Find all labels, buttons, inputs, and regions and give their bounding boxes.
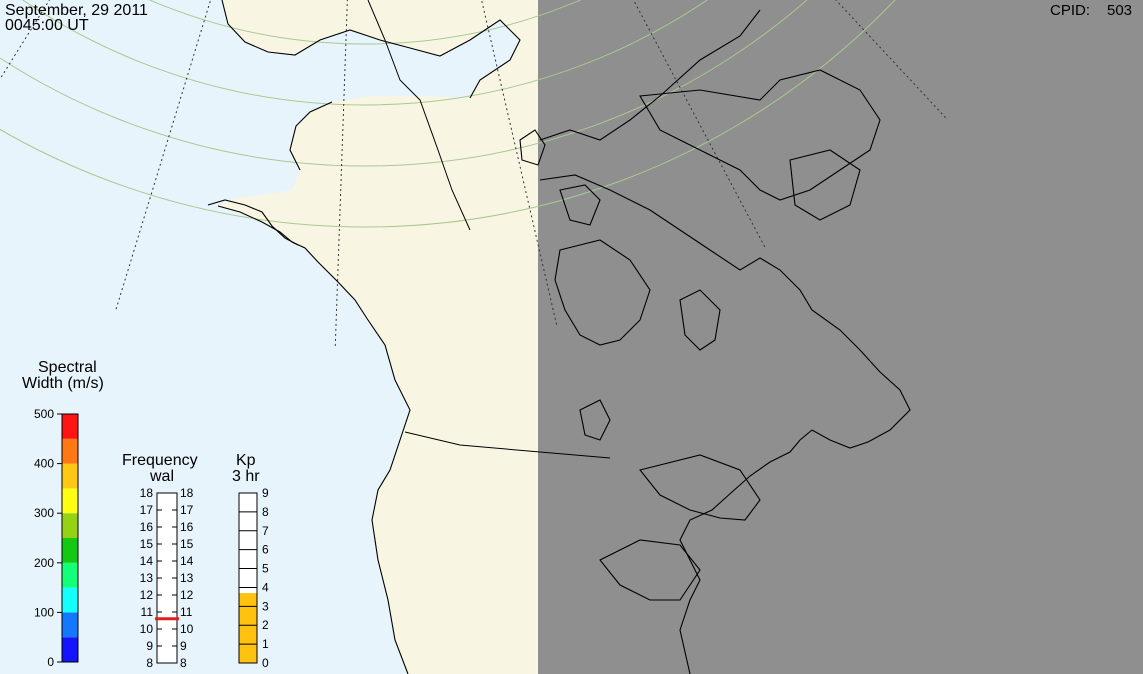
meridian-line: [334, 0, 348, 349]
frequency-tick-label-right: 12: [180, 588, 194, 602]
latitude-circle: [22, 0, 708, 106]
kp-tick-label: 4: [262, 580, 269, 594]
kp-tick-label: 1: [262, 637, 269, 651]
meridian-lines: [0, 0, 948, 349]
spectral-color-segment: [62, 513, 78, 538]
spectral-color-segment: [62, 438, 78, 464]
kp-tick-label: 0: [262, 656, 269, 670]
frequency-tick-label-right: 14: [180, 554, 194, 568]
kp-tick-label: 8: [262, 505, 269, 519]
border-line: [404, 431, 611, 459]
frequency-tick-label-left: 10: [140, 622, 154, 636]
header-time: 0045:00 UT: [5, 17, 89, 34]
latitude-circle: [148, 0, 582, 45]
frequency-tick-label-right: 17: [180, 503, 194, 517]
border-line-north: [367, 0, 471, 231]
north-america-land: [218, 0, 540, 674]
kp-tick-label: 2: [262, 618, 269, 632]
spectral-title-line2: Width (m/s): [22, 375, 104, 392]
frequency-tick-label-left: 13: [140, 571, 154, 585]
kp-tick-label: 6: [262, 543, 269, 557]
meridian-line: [632, 0, 767, 250]
frequency-tick-label-right: 16: [180, 520, 194, 534]
frequency-tick-label-right: 8: [180, 656, 187, 670]
frequency-tick-label-left: 12: [140, 588, 154, 602]
header-date: September, 29 2011: [5, 2, 148, 19]
latitude-circle: [0, 0, 808, 167]
spectral-color-segment: [62, 612, 78, 638]
kp-subtitle: 3 hr: [232, 468, 260, 485]
frequency-tick-label-left: 17: [140, 503, 154, 517]
frequency-tick-label-right: 9: [180, 639, 187, 653]
cpid-value: 503: [1107, 2, 1133, 19]
kp-title: Kp: [236, 452, 256, 469]
frequency-tick-label-left: 14: [140, 554, 154, 568]
frequency-tick-label-left: 15: [140, 537, 154, 551]
frequency-tick-label-right: 13: [180, 571, 194, 585]
kp-tick-label: 7: [262, 524, 269, 538]
frequency-tick-label-right: 11: [180, 605, 193, 619]
spectral-color-segment: [62, 414, 78, 439]
spectral-color-segment: [62, 488, 78, 514]
spectral-color-segment: [62, 538, 78, 563]
latitude-circles: [0, 0, 896, 228]
frequency-tick-label-left: 16: [140, 520, 154, 534]
frequency-tick-label-left: 8: [146, 656, 153, 670]
frequency-title: Frequency: [122, 452, 198, 469]
meridian-line: [835, 0, 948, 120]
cpid-label: CPID:: [1050, 2, 1091, 19]
spectral-tick-label: 200: [34, 556, 54, 570]
frequency-tick-label-left: 11: [141, 605, 154, 619]
night-shading: [538, 0, 1143, 674]
kp-tick-label: 3: [262, 599, 269, 613]
coastlines: [207, 0, 911, 674]
spectral-title-line1: Spectral: [38, 359, 97, 376]
frequency-tick-label-right: 18: [180, 486, 194, 500]
spectral-tick-label: 0: [47, 655, 54, 669]
spectral-color-segment: [62, 637, 78, 662]
spectral-color-segment: [62, 587, 78, 613]
spectral-color-segment: [62, 562, 78, 588]
kp-tick-label: 9: [262, 486, 269, 500]
frequency-tick-label-right: 15: [180, 537, 194, 551]
kp-tick-label: 5: [262, 562, 269, 576]
meridian-line: [481, 0, 558, 328]
frequency-tick-label-left: 9: [146, 639, 153, 653]
meridian-line: [114, 0, 212, 312]
spectral-tick-label: 400: [34, 457, 54, 471]
kp-fill: [239, 593, 257, 663]
frequency-subtitle: wal: [150, 468, 175, 485]
frequency-tick-label-right: 10: [180, 622, 194, 636]
spectral-tick-label: 300: [34, 506, 54, 520]
spectral-tick-label: 500: [34, 407, 54, 421]
frequency-tick-label-left: 18: [140, 486, 154, 500]
spectral-bar-frame: [61, 413, 79, 663]
spectral-tick-label: 100: [34, 605, 54, 619]
spectral-color-segment: [62, 463, 78, 489]
latitude-circle: [0, 0, 896, 228]
